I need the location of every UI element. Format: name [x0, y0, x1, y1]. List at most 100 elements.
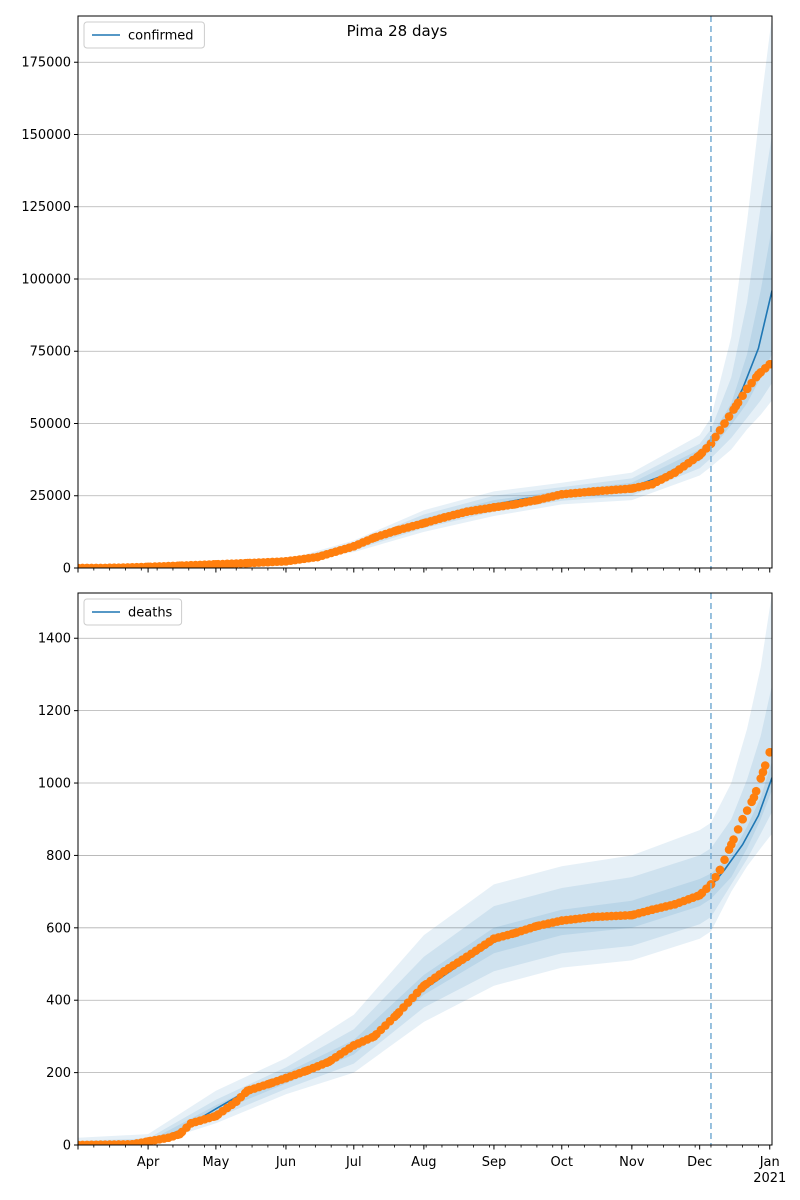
observed-point-8 [243, 1086, 252, 1096]
y-tick-label-0: 0 [63, 562, 71, 577]
observed-point-16 [419, 981, 429, 991]
observed-point-21 [532, 921, 542, 931]
observed-point-16 [532, 495, 542, 505]
y-tick-label-2: 400 [46, 994, 71, 1009]
observed-point-23 [706, 439, 716, 449]
observed-point-25 [647, 905, 657, 915]
y-tick-label-0: 0 [63, 1139, 71, 1154]
observed-dot [711, 432, 720, 442]
observed-point-6 [211, 1111, 221, 1121]
x-tick-label-7: Nov [619, 1155, 645, 1170]
observed-point-11 [419, 518, 429, 528]
y-tick-label-5: 125000 [21, 200, 71, 215]
legend: deaths [83, 598, 183, 626]
observed-dot [742, 806, 752, 815]
observed-point-28 [765, 359, 772, 369]
y-tick-label-4: 100000 [21, 272, 71, 287]
observed-point-17 [557, 490, 567, 499]
observed-point-12 [439, 513, 449, 522]
observed-point-27 [695, 890, 704, 900]
observed-point-9 [265, 1079, 275, 1088]
observed-point-25 [731, 401, 741, 411]
observed-point-3 [175, 561, 185, 568]
y-tick-label-3: 75000 [30, 345, 71, 360]
observed-points [78, 747, 772, 1145]
observed-point-26 [670, 899, 680, 909]
x-tick-label-1: May [202, 1155, 229, 1170]
observed-point-14 [489, 503, 499, 512]
observed-point-18 [589, 487, 598, 496]
legend-box [83, 598, 183, 626]
observed-point-19 [627, 484, 637, 493]
observed-point-24 [720, 419, 729, 428]
observed-point-34 [765, 747, 772, 757]
observed-point-10 [392, 526, 402, 535]
plot-area [78, 16, 772, 568]
observed-point-5 [186, 1118, 196, 1128]
observed-point-22 [557, 916, 567, 925]
observed-point-14 [369, 1032, 379, 1041]
observed-point-23 [589, 912, 598, 922]
observed-point-19 [489, 934, 499, 943]
observed-point-10 [281, 1073, 291, 1083]
x-tick-label-6: Oct [551, 1155, 573, 1170]
observed-dot [733, 825, 743, 834]
observed-point-12 [324, 1057, 334, 1067]
x-tick-label-3: Jul [345, 1155, 362, 1170]
x-tick-label-9: Jan [759, 1155, 780, 1170]
observed-point-13 [349, 1041, 359, 1050]
band-outer [78, 593, 772, 1145]
figure-title: Pima 28 days [347, 22, 448, 40]
observed-point-33 [758, 767, 768, 777]
observed-point-3 [164, 1133, 173, 1143]
observed-point-15 [392, 1010, 402, 1019]
y-tick-label-1: 200 [46, 1066, 71, 1081]
x-tick-label-8: Dec [687, 1155, 712, 1170]
observed-point-18 [462, 952, 472, 962]
observed-dot [738, 391, 747, 401]
y-tick-label-5: 1000 [38, 777, 71, 792]
observed-point-32 [749, 793, 759, 802]
observed-points [78, 359, 772, 568]
y-tick-label-7: 175000 [21, 56, 71, 71]
y-tick-label-2: 50000 [30, 417, 71, 432]
observed-dot [747, 378, 756, 388]
observed-point-22 [695, 450, 704, 460]
deaths-panel: 0 200 400 600 800 1000 1200 1400 Apr May Jun Jul Aug… [38, 592, 786, 1186]
observed-point-21 [670, 468, 680, 477]
observed-point-17 [439, 966, 449, 976]
observed-point-8 [349, 542, 359, 551]
x-tick-label-4: Aug [411, 1155, 436, 1170]
observed-point-30 [727, 840, 736, 849]
observed-point-27 [754, 370, 763, 379]
x-tick-label-5: Sep [482, 1155, 507, 1170]
axes-frame [77, 592, 773, 1146]
y-tick-label-7: 1400 [38, 632, 71, 647]
observed-point-7 [313, 552, 322, 562]
observed-point-11 [302, 1066, 311, 1076]
y-tick-label-3: 600 [46, 921, 71, 936]
observed-point-0 [78, 1140, 83, 1145]
observed-point-9 [369, 533, 379, 542]
observed-dot [720, 855, 729, 865]
observed-point-7 [231, 1097, 241, 1106]
observed-point-20 [647, 479, 657, 489]
observed-point-6 [281, 557, 291, 566]
observed-dot [715, 425, 725, 435]
observed-point-13 [462, 507, 472, 516]
observed-dot [760, 761, 770, 770]
observed-point-1 [127, 1139, 137, 1145]
y-tick-label-6: 150000 [21, 128, 71, 143]
observed-point-15 [509, 500, 519, 509]
observed-point-4 [175, 1129, 185, 1139]
observed-point-20 [509, 928, 519, 938]
x-tick-label-2: Jun [275, 1155, 296, 1170]
legend-label-deaths: deaths [128, 606, 173, 621]
observed-point-0 [78, 563, 83, 568]
observed-point-2 [143, 562, 153, 568]
observed-dot [711, 872, 720, 882]
confirmed-panel: 0 25000 50000 75000 100000 125000 150000 175000… [21, 15, 773, 577]
axes-frame [77, 15, 773, 569]
y-tick-label-1: 25000 [30, 489, 71, 504]
